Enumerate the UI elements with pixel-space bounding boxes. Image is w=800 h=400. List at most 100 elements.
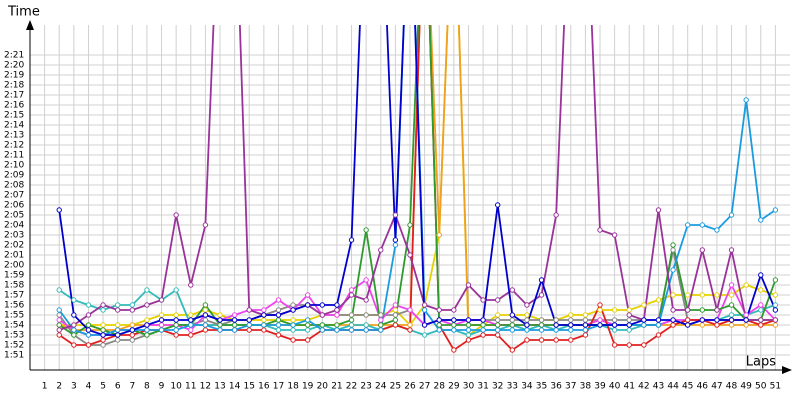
data-point (611, 232, 618, 238)
y-tick-label: 2:09 (4, 171, 24, 181)
data-point (714, 317, 720, 323)
data-point (597, 302, 603, 308)
y-tick-label: 2:00 (4, 261, 24, 271)
data-point (421, 307, 428, 313)
data-point (290, 317, 296, 323)
data-point (597, 307, 603, 313)
data-point (509, 287, 516, 293)
data-point (202, 307, 209, 313)
data-point (85, 322, 92, 328)
data-point (392, 307, 399, 313)
data-point (319, 322, 326, 328)
data-point (348, 327, 355, 333)
data-point (173, 322, 179, 328)
y-tick-label: 2:14 (4, 121, 24, 131)
series-layer (56, 25, 779, 353)
data-point (85, 327, 92, 333)
data-point (392, 317, 399, 323)
x-tick-label: 42 (638, 382, 649, 392)
data-point (524, 302, 530, 308)
data-point (582, 327, 589, 333)
data-point (56, 317, 62, 323)
data-point (275, 317, 282, 323)
data-point (334, 312, 340, 318)
data-point (173, 212, 179, 218)
data-point (231, 317, 238, 323)
data-point (538, 292, 545, 298)
data-point (728, 212, 735, 218)
data-point (436, 317, 442, 323)
data-point (363, 227, 369, 233)
data-point (494, 297, 501, 303)
data-point (129, 327, 136, 333)
data-point (758, 217, 764, 223)
data-point (451, 322, 457, 328)
data-point (597, 227, 603, 233)
data-point (524, 327, 530, 333)
data-point (524, 322, 530, 328)
data-point (56, 327, 62, 333)
data-point (728, 282, 735, 288)
data-point (655, 207, 662, 213)
data-point (728, 322, 735, 328)
data-point (275, 322, 282, 328)
x-tick-label: 9 (159, 382, 165, 392)
data-point (246, 307, 252, 313)
y-tick-label: 2:19 (4, 71, 24, 81)
data-point (684, 307, 691, 313)
data-point (100, 342, 106, 348)
data-point (275, 307, 282, 313)
data-point (348, 292, 355, 298)
data-point (655, 322, 662, 328)
x-tick-label: 47 (711, 382, 722, 392)
x-tick-label: 45 (682, 382, 693, 392)
data-point (348, 312, 355, 318)
x-tick-label: 39 (594, 382, 606, 392)
data-point (451, 327, 457, 333)
data-point (538, 337, 545, 343)
data-point (144, 327, 150, 333)
data-point (173, 317, 179, 323)
data-point (100, 322, 106, 328)
data-point (319, 312, 326, 318)
data-point (188, 317, 194, 323)
data-point (597, 322, 603, 328)
x-tick-label: 16 (258, 382, 270, 392)
x-tick-label: 19 (302, 382, 314, 392)
data-point (494, 327, 501, 333)
data-point (129, 332, 136, 338)
data-point (85, 302, 92, 308)
data-point (188, 332, 194, 338)
data-point (319, 302, 326, 308)
data-point (85, 332, 92, 338)
data-point (465, 332, 472, 338)
data-point (261, 307, 267, 313)
data-point (188, 282, 194, 288)
x-tick-label: 25 (390, 382, 401, 392)
data-point (641, 322, 647, 328)
data-point (261, 317, 267, 323)
x-tick-label: 51 (770, 382, 781, 392)
data-point (144, 332, 150, 338)
data-point (348, 322, 355, 328)
data-point (85, 312, 92, 318)
data-point (202, 327, 209, 333)
data-point (114, 322, 121, 328)
x-tick-label: 23 (360, 382, 371, 392)
data-point (743, 282, 749, 288)
data-point (407, 322, 413, 328)
y-tick-label: 2:21 (4, 51, 24, 61)
data-point (655, 317, 662, 323)
data-point (524, 312, 530, 318)
x-tick-label: 14 (229, 382, 241, 392)
data-point (568, 337, 574, 343)
x-tick-label: 38 (580, 382, 592, 392)
data-point (611, 342, 618, 348)
data-point (670, 292, 676, 298)
data-point (304, 322, 311, 328)
data-point (699, 322, 706, 328)
x-tick-label: 10 (170, 382, 182, 392)
data-point (743, 97, 749, 103)
data-point (714, 307, 720, 313)
data-point (114, 327, 121, 333)
